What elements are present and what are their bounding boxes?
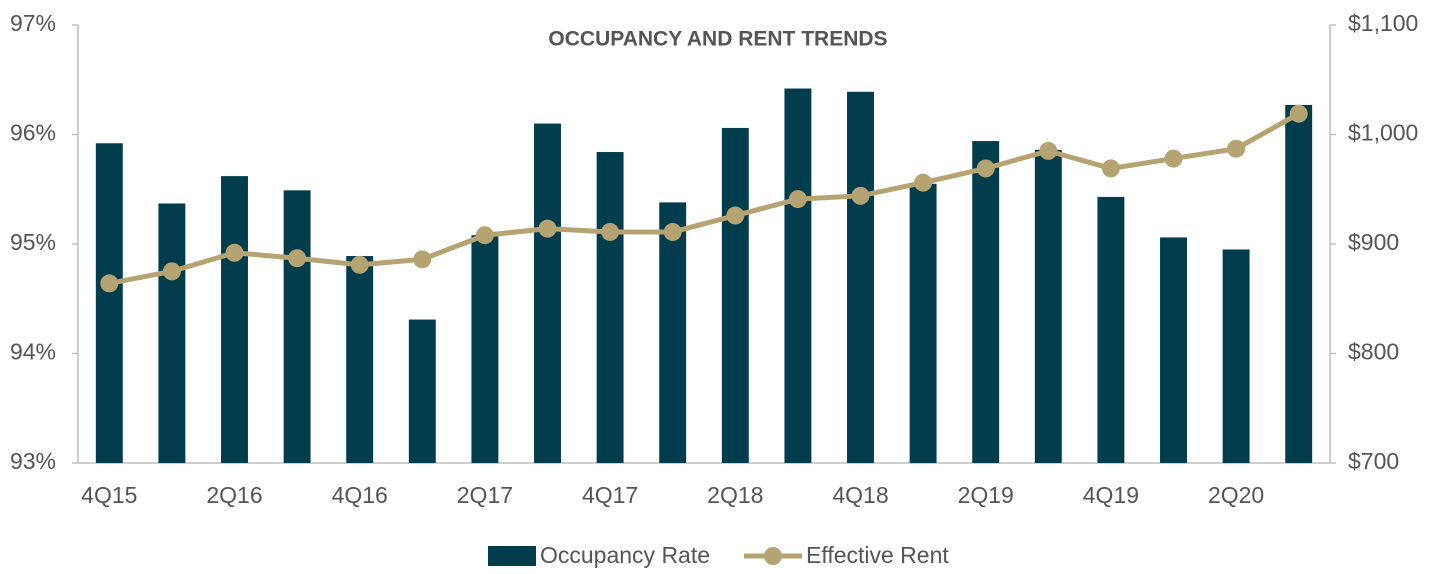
x-tick-label: 2Q20 xyxy=(1208,482,1264,508)
rent-marker xyxy=(100,274,119,293)
bar xyxy=(1160,237,1187,463)
y-tick-label: 96% xyxy=(10,120,56,146)
rent-marker xyxy=(726,206,745,225)
chart-title: OCCUPANCY AND RENT TRENDS xyxy=(548,28,887,51)
bar xyxy=(1034,149,1062,463)
y2-tick-label: $700 xyxy=(1348,448,1399,474)
rent-marker xyxy=(475,226,494,245)
y2-tick-label: $1,000 xyxy=(1348,120,1418,146)
y-tick-label: 95% xyxy=(10,229,56,255)
bar xyxy=(847,91,874,464)
y-tick-label: 93% xyxy=(10,448,56,474)
rent-marker xyxy=(1039,141,1058,160)
y2-tick-label: $900 xyxy=(1348,229,1399,255)
bar xyxy=(346,256,374,463)
legend-swatch xyxy=(488,546,536,566)
bar xyxy=(972,141,1000,463)
rent-marker xyxy=(601,222,620,241)
x-tick-label: 2Q18 xyxy=(707,482,763,508)
bar xyxy=(221,176,248,464)
bar xyxy=(95,143,123,463)
y-tick-label: 97% xyxy=(10,10,56,36)
x-tick-label: 4Q18 xyxy=(832,482,888,508)
rent-marker xyxy=(538,219,557,238)
rent-marker xyxy=(162,262,181,281)
bar xyxy=(158,203,186,464)
bar xyxy=(471,235,499,463)
rent-line xyxy=(108,111,1300,286)
x-tick-label: 4Q19 xyxy=(1083,482,1139,508)
x-tick-label: 2Q19 xyxy=(958,482,1014,508)
rent-marker xyxy=(976,159,995,178)
bar xyxy=(659,202,687,463)
bar xyxy=(408,319,436,463)
bar xyxy=(534,123,561,464)
legend-label: Effective Rent xyxy=(806,542,949,568)
x-tick-label: 2Q16 xyxy=(206,482,262,508)
rent-marker xyxy=(413,250,432,269)
rent-marker xyxy=(225,243,244,262)
x-tick-label: 4Q16 xyxy=(332,482,388,508)
rent-marker xyxy=(914,173,933,192)
bar xyxy=(1097,196,1125,464)
bar xyxy=(1285,104,1313,463)
x-tick-label: 4Q17 xyxy=(582,482,638,508)
legend-label: Occupancy Rate xyxy=(540,542,710,568)
bar xyxy=(784,88,812,463)
rent-marker xyxy=(1289,104,1308,123)
y2-tick-label: $800 xyxy=(1348,339,1399,365)
rent-marker xyxy=(851,186,870,205)
rent-marker xyxy=(663,222,682,241)
rent-marker xyxy=(788,190,807,209)
x-tick-label: 2Q17 xyxy=(457,482,513,508)
bar xyxy=(283,190,311,463)
rent-marker xyxy=(288,249,307,268)
y2-tick-label: $1,100 xyxy=(1348,10,1418,36)
x-tick-label: 4Q15 xyxy=(81,482,137,508)
rent-marker xyxy=(350,255,369,274)
bar xyxy=(1222,249,1250,463)
bar xyxy=(909,183,937,463)
rent-marker xyxy=(1101,159,1120,178)
rent-marker xyxy=(1164,149,1183,168)
bar xyxy=(596,152,624,463)
bar xyxy=(721,127,749,464)
y-tick-label: 94% xyxy=(10,339,56,365)
legend-swatch xyxy=(764,547,782,565)
rent-marker xyxy=(1227,139,1246,158)
